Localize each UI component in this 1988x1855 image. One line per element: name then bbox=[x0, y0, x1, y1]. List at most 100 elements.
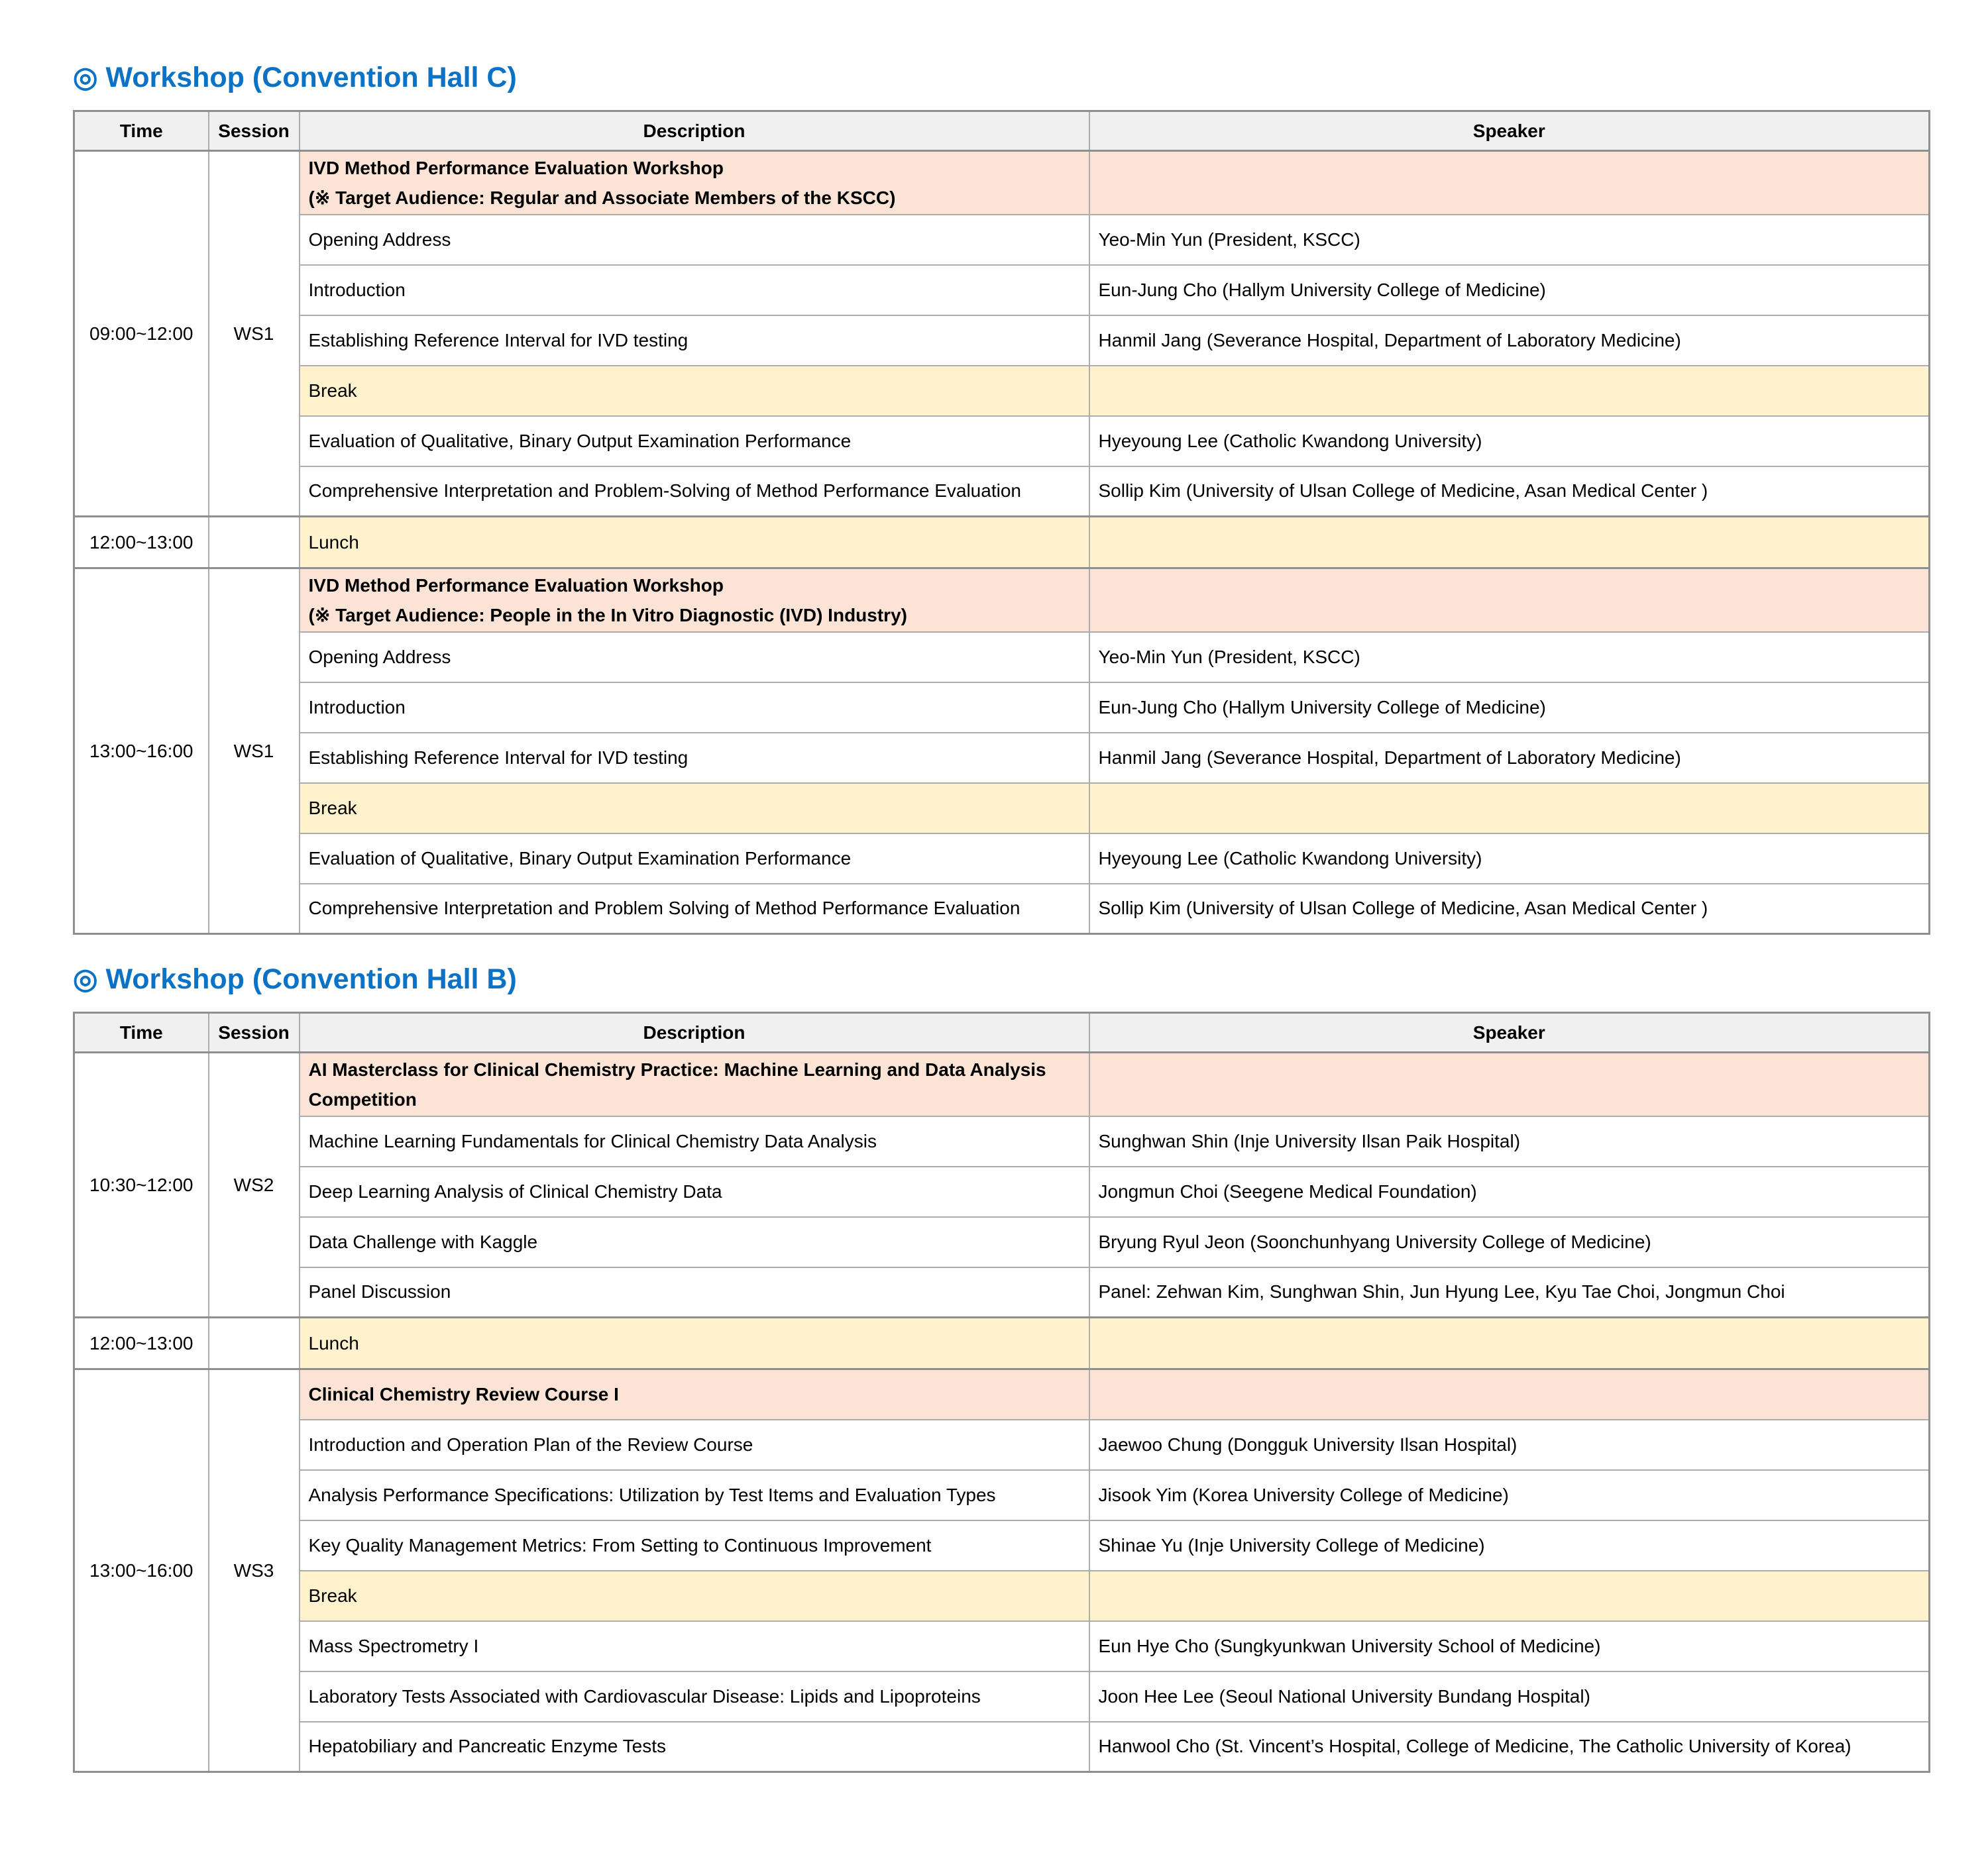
agenda-row: Deep Learning Analysis of Clinical Chemi… bbox=[74, 1165, 1930, 1218]
time-cell: 12:00~13:00 bbox=[73, 1316, 209, 1370]
description-cell: Evaluation of Qualitative, Binary Output… bbox=[298, 415, 1090, 467]
session-title-line1: AI Masterclass for Clinical Chemistry Pr… bbox=[308, 1059, 1046, 1080]
session-block-header-row: 10:30~12:00 WS2 AI Masterclass for Clini… bbox=[73, 1051, 1930, 1318]
speaker-cell-empty bbox=[1088, 515, 1930, 569]
speaker-cell: Hanmil Jang (Severance Hospital, Departm… bbox=[1088, 314, 1930, 366]
description-cell: Analysis Performance Specifications: Uti… bbox=[298, 1469, 1090, 1521]
agenda-row: Analysis Performance Specifications: Uti… bbox=[74, 1469, 1930, 1521]
description-cell: Machine Learning Fundamentals for Clinic… bbox=[298, 1115, 1090, 1167]
speaker-cell: Sollip Kim (University of Ulsan College … bbox=[1088, 882, 1930, 935]
speaker-cell: Eun-Jung Cho (Hallym University College … bbox=[1088, 264, 1930, 316]
description-cell: Evaluation of Qualitative, Binary Output… bbox=[298, 832, 1090, 884]
lunch-row: 12:00~13:00 Lunch bbox=[73, 515, 1930, 569]
speaker-cell: Jongmun Choi (Seegene Medical Foundation… bbox=[1088, 1165, 1930, 1218]
break-row: Break bbox=[74, 782, 1930, 834]
agenda-row: Introduction Eun-Jung Cho (Hallym Univer… bbox=[74, 681, 1930, 733]
description-cell: Panel Discussion bbox=[298, 1266, 1090, 1318]
session-block-header-row: 09:00~12:00 WS1 IVD Method Performance E… bbox=[73, 150, 1930, 517]
session-title-line1: IVD Method Performance Evaluation Worksh… bbox=[308, 574, 724, 596]
agenda-row: Hepatobiliary and Pancreatic Enzyme Test… bbox=[74, 1721, 1930, 1773]
time-cell: 13:00~16:00 bbox=[73, 1368, 209, 1773]
session-title-cell: AI Masterclass for Clinical Chemistry Pr… bbox=[298, 1051, 1090, 1117]
description-cell: Laboratory Tests Associated with Cardiov… bbox=[298, 1670, 1090, 1722]
column-header-description: Description bbox=[298, 1012, 1090, 1053]
speaker-cell-empty bbox=[1088, 1051, 1930, 1117]
lunch-cell: Lunch bbox=[298, 515, 1090, 569]
agenda-row: Introduction and Operation Plan of the R… bbox=[74, 1418, 1930, 1471]
workshop-hall-c-title: ◎ Workshop (Convention Hall C) bbox=[73, 62, 517, 93]
description-cell: Establishing Reference Interval for IVD … bbox=[298, 731, 1090, 784]
break-cell: Break bbox=[298, 782, 1090, 834]
description-cell: Establishing Reference Interval for IVD … bbox=[298, 314, 1090, 366]
agenda-row: Comprehensive Interpretation and Problem… bbox=[74, 465, 1930, 517]
description-cell: Deep Learning Analysis of Clinical Chemi… bbox=[298, 1165, 1090, 1218]
speaker-cell: Jaewoo Chung (Dongguk University Ilsan H… bbox=[1088, 1418, 1930, 1471]
time-cell: 12:00~13:00 bbox=[73, 515, 209, 569]
session-cell: WS3 bbox=[207, 1368, 300, 1773]
workshop-hall-b-section: ◎ Workshop (Convention Hall B) Time Sess… bbox=[73, 963, 1930, 1773]
workshop-hall-b-table: Time Session Description Speaker 10:30~1… bbox=[73, 1012, 1930, 1773]
agenda-row: Opening Address Yeo-Min Yun (President, … bbox=[74, 631, 1930, 683]
speaker-cell: Sollip Kim (University of Ulsan College … bbox=[1088, 465, 1930, 517]
agenda-row: Evaluation of Qualitative, Binary Output… bbox=[74, 415, 1930, 467]
speaker-cell: Jisook Yim (Korea University College of … bbox=[1088, 1469, 1930, 1521]
speaker-cell: Yeo-Min Yun (President, KSCC) bbox=[1088, 213, 1930, 266]
speaker-cell: Hanwool Cho (St. Vincent’s Hospital, Col… bbox=[1088, 1721, 1930, 1773]
session-title-line1: IVD Method Performance Evaluation Worksh… bbox=[308, 157, 724, 178]
description-cell: Opening Address bbox=[298, 631, 1090, 683]
column-header-description: Description bbox=[298, 110, 1090, 152]
workshop-hall-c-table: Time Session Description Speaker 09:00~1… bbox=[73, 110, 1930, 935]
document-page: ◎ Workshop (Convention Hall C) Time Sess… bbox=[73, 61, 1930, 1773]
agenda-row: Mass Spectrometry I Eun Hye Cho (Sungkyu… bbox=[74, 1620, 1930, 1672]
session-cell: WS1 bbox=[207, 150, 300, 517]
description-cell: Introduction bbox=[298, 264, 1090, 316]
lunch-row: 12:00~13:00 Lunch bbox=[73, 1316, 1930, 1370]
speaker-cell-empty bbox=[1088, 1368, 1930, 1420]
agenda-row: Establishing Reference Interval for IVD … bbox=[74, 731, 1930, 784]
description-cell: Data Challenge with Kaggle bbox=[298, 1216, 1090, 1268]
agenda-row: Opening Address Yeo-Min Yun (President, … bbox=[74, 213, 1930, 266]
speaker-cell: Hyeyoung Lee (Catholic Kwandong Universi… bbox=[1088, 832, 1930, 884]
agenda-row: Panel Discussion Panel: Zehwan Kim, Sung… bbox=[74, 1266, 1930, 1318]
speaker-cell: Eun Hye Cho (Sungkyunkwan University Sch… bbox=[1088, 1620, 1930, 1672]
column-header-time: Time bbox=[73, 1012, 209, 1053]
description-cell: Mass Spectrometry I bbox=[298, 1620, 1090, 1672]
speaker-cell: Hanmil Jang (Severance Hospital, Departm… bbox=[1088, 731, 1930, 784]
column-header-time: Time bbox=[73, 110, 209, 152]
workshop-hall-b-title: ◎ Workshop (Convention Hall B) bbox=[73, 963, 517, 995]
break-cell: Break bbox=[298, 364, 1090, 417]
session-cell: WS2 bbox=[207, 1051, 300, 1318]
time-cell: 09:00~12:00 bbox=[73, 150, 209, 517]
description-cell: Key Quality Management Metrics: From Set… bbox=[298, 1519, 1090, 1571]
description-cell: Hepatobiliary and Pancreatic Enzyme Test… bbox=[298, 1721, 1090, 1773]
agenda-row: Data Challenge with Kaggle Bryung Ryul J… bbox=[74, 1216, 1930, 1268]
session-title-line1: Clinical Chemistry Review Course I bbox=[308, 1384, 619, 1405]
column-header-row: Time Session Description Speaker bbox=[73, 1012, 1930, 1053]
speaker-cell-empty bbox=[1088, 782, 1930, 834]
description-cell: Introduction bbox=[298, 681, 1090, 733]
agenda-row: Evaluation of Qualitative, Binary Output… bbox=[74, 832, 1930, 884]
description-cell: Comprehensive Interpretation and Problem… bbox=[298, 465, 1090, 517]
session-cell: WS1 bbox=[207, 567, 300, 935]
time-cell: 13:00~16:00 bbox=[73, 567, 209, 935]
description-cell: Opening Address bbox=[298, 213, 1090, 266]
column-header-row: Time Session Description Speaker bbox=[73, 110, 1930, 152]
description-cell: Comprehensive Interpretation and Problem… bbox=[298, 882, 1090, 935]
agenda-row: Laboratory Tests Associated with Cardiov… bbox=[74, 1670, 1930, 1722]
speaker-cell-empty bbox=[1088, 150, 1930, 215]
session-title-cell: Clinical Chemistry Review Course I bbox=[298, 1368, 1090, 1420]
workshop-hall-c-section: ◎ Workshop (Convention Hall C) Time Sess… bbox=[73, 61, 1930, 935]
session-title-line2: (※ Target Audience: Regular and Associat… bbox=[308, 187, 896, 208]
speaker-cell: Sunghwan Shin (Inje University Ilsan Pai… bbox=[1088, 1115, 1930, 1167]
speaker-cell-empty bbox=[1088, 1316, 1930, 1370]
speaker-cell-empty bbox=[1088, 364, 1930, 417]
speaker-cell: Shinae Yu (Inje University College of Me… bbox=[1088, 1519, 1930, 1571]
session-cell-empty bbox=[207, 1316, 300, 1370]
speaker-cell: Eun-Jung Cho (Hallym University College … bbox=[1088, 681, 1930, 733]
session-block-header-row: 13:00~16:00 WS3 Clinical Chemistry Revie… bbox=[73, 1368, 1930, 1773]
speaker-cell: Panel: Zehwan Kim, Sunghwan Shin, Jun Hy… bbox=[1088, 1266, 1930, 1318]
session-title-cell: IVD Method Performance Evaluation Worksh… bbox=[298, 567, 1090, 633]
speaker-cell: Joon Hee Lee (Seoul National University … bbox=[1088, 1670, 1930, 1722]
column-header-speaker: Speaker bbox=[1088, 110, 1930, 152]
column-header-session: Session bbox=[207, 1012, 300, 1053]
